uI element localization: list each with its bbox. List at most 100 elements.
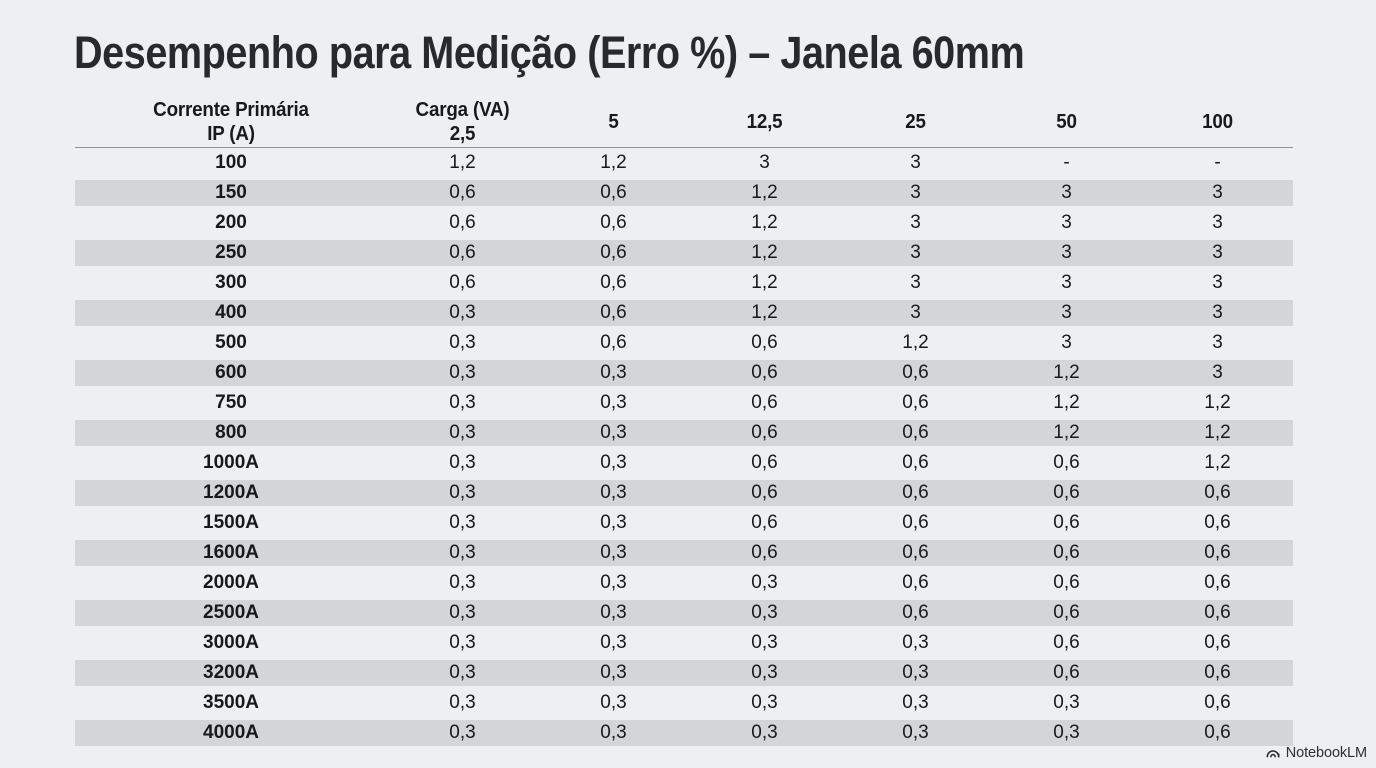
table-cell: 0,6 [902,452,929,473]
table-cell: 0,6 [1204,542,1231,563]
table-row: 1500A 0,3 0,3 0,6 0,6 0,6 0,6 [75,508,1293,538]
table-cell: 0,6 [751,512,778,533]
table-cell: 0,6 [1204,722,1231,743]
table-cell: 1,2 [751,182,778,203]
table-cell: 0,3 [449,602,476,623]
table-cell: 1,2 [1053,392,1080,413]
header-burden-value: 100 [1202,110,1233,133]
table-cell: 0,3 [449,722,476,743]
table-cell: 0,6 [1053,542,1080,563]
notebooklm-watermark-label: NotebookLM [1285,745,1367,761]
table-cell: 0,3 [449,392,476,413]
table-cell: 3 [1061,182,1072,203]
table-row: 4000A 0,3 0,3 0,3 0,3 0,3 0,6 [75,718,1293,748]
table-body: 100 1,2 1,2 3 3 - - 150 0,6 0,6 1,2 3 3 3 200 0,6 0… [75,148,1293,748]
table-row: 200 0,6 0,6 1,2 3 3 3 [75,208,1293,238]
header-burden-value: 50 [1056,110,1077,133]
row-label: 1500A [203,512,259,533]
row-label: 300 [215,272,247,293]
table-cell: 0,3 [600,452,627,473]
table-cell: 3 [1061,302,1072,323]
table-row: 1000A 0,3 0,3 0,6 0,6 0,6 1,2 [75,448,1293,478]
table-cell: 1,2 [600,152,627,173]
table-cell: 0,3 [600,692,627,713]
table-cell: 0,6 [1053,452,1080,473]
table-row: 3000A 0,3 0,3 0,3 0,3 0,6 0,6 [75,628,1293,658]
table-cell: 0,3 [449,332,476,353]
table-cell: 3 [1212,242,1223,263]
table-cell: 0,3 [751,662,778,683]
table-cell: 0,3 [449,452,476,473]
table-cell: 3 [910,302,921,323]
header-primary-current-line1: Corrente Primária [153,98,309,121]
measurement-error-table: Corrente Primária IP (A) Carga (VA) 2,5 … [75,96,1293,748]
table-cell: 0,6 [600,242,627,263]
table-header-row: Corrente Primária IP (A) Carga (VA) 2,5 … [75,96,1293,148]
table-cell: 0,3 [600,572,627,593]
table-cell: 1,2 [449,152,476,173]
table-cell: 0,6 [1204,692,1231,713]
table-cell: 3 [1061,332,1072,353]
table-cell: 0,3 [600,512,627,533]
table-cell: 0,3 [751,602,778,623]
table-cell: - [1063,152,1070,173]
table-cell: 0,6 [449,212,476,233]
table-cell: 0,3 [902,662,929,683]
table-cell: 0,6 [902,572,929,593]
table-cell: 0,6 [902,482,929,503]
table-row: 1600A 0,3 0,3 0,6 0,6 0,6 0,6 [75,538,1293,568]
table-cell: 0,3 [600,422,627,443]
header-burden-va-line2: 2,5 [449,122,476,145]
row-label: 600 [215,362,247,383]
row-label: 1600A [203,542,259,563]
table-cell: 0,6 [751,392,778,413]
table-cell: 0,6 [1204,632,1231,653]
table-cell: 1,2 [1204,392,1231,413]
table-cell: 3 [910,272,921,293]
row-label: 4000A [203,722,259,743]
table-cell: 3 [1212,302,1223,323]
row-label: 250 [215,242,247,263]
table-cell: 0,6 [1204,602,1231,623]
table-row: 250 0,6 0,6 1,2 3 3 3 [75,238,1293,268]
row-label: 400 [215,302,247,323]
header-burden-value: 12,5 [746,110,783,133]
table-cell: 0,6 [1204,662,1231,683]
page-title: Desempenho para Medição (Erro %) – Janel… [74,27,1025,78]
table-cell: 0,3 [1053,692,1080,713]
table-cell: 0,3 [449,512,476,533]
table-cell: 0,6 [1053,512,1080,533]
table-cell: 3 [910,242,921,263]
table-cell: 3 [1212,212,1223,233]
row-label: 3500A [203,692,259,713]
row-label: 2500A [203,602,259,623]
table-cell: 0,6 [751,422,778,443]
table-cell: 3 [1061,212,1072,233]
table-cell: 3 [759,152,770,173]
table-cell: 3 [910,152,921,173]
row-label: 100 [215,152,247,173]
table-cell: 0,3 [600,722,627,743]
table-cell: 0,6 [1053,572,1080,593]
table-cell: 0,3 [902,692,929,713]
table-cell: 3 [1212,332,1223,353]
table-cell: 3 [1061,272,1072,293]
row-label: 1200A [203,482,259,503]
table-cell: 0,3 [449,482,476,503]
table-row: 100 1,2 1,2 3 3 - - [75,148,1293,178]
table-cell: 0,3 [600,662,627,683]
table-cell: 3 [910,212,921,233]
table-cell: 0,6 [751,362,778,383]
row-label: 500 [215,332,247,353]
table-cell: - [1214,152,1221,173]
row-label: 750 [215,392,247,413]
table-cell: 0,6 [1053,602,1080,623]
table-cell: 1,2 [902,332,929,353]
notebooklm-watermark: NotebookLM [1265,745,1367,761]
row-label: 3200A [203,662,259,683]
table-row: 500 0,3 0,6 0,6 1,2 3 3 [75,328,1293,358]
table-cell: 0,3 [449,632,476,653]
table-cell: 0,6 [449,272,476,293]
header-burden-value: 25 [905,110,926,133]
